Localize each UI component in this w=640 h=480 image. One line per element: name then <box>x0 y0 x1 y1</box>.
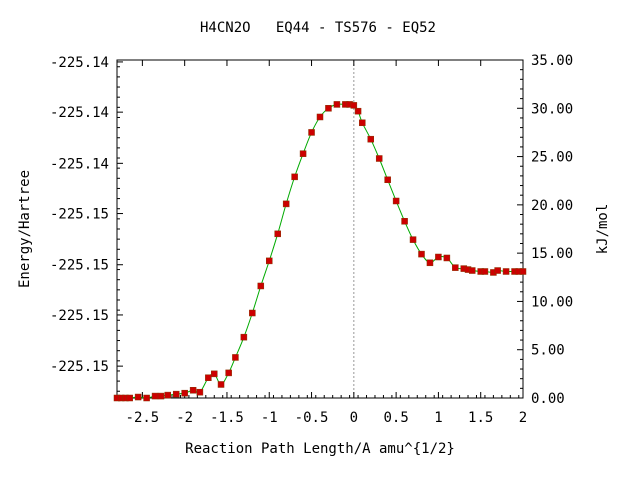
x-tick-label: 0.5 <box>383 410 408 426</box>
x-tick-label: -1 <box>261 410 278 426</box>
x-tick-label: 0 <box>350 410 358 426</box>
data-point <box>481 268 489 275</box>
series-markers <box>113 101 527 402</box>
y-right-tick-label: 10.00 <box>531 294 573 310</box>
y-right-tick-label: 30.00 <box>531 101 573 117</box>
data-point <box>435 253 442 261</box>
y-left-tick-label: -225.14 <box>50 156 109 172</box>
data-point <box>189 387 197 394</box>
data-point <box>172 390 180 398</box>
y-left-tick-label: -225.15 <box>50 359 109 375</box>
data-point <box>418 250 425 258</box>
data-point <box>443 254 451 262</box>
x-tick-label: 1.5 <box>468 410 493 426</box>
y-right-tick-label: 5.00 <box>531 343 565 359</box>
data-point <box>350 102 358 109</box>
data-point <box>217 381 225 388</box>
x-tick-label: -0.5 <box>295 410 329 426</box>
data-point <box>316 113 324 121</box>
data-point <box>469 267 476 274</box>
data-point <box>325 105 332 112</box>
data-point <box>225 369 232 377</box>
y-left-tick-label: -225.15 <box>50 308 109 324</box>
data-point <box>291 173 298 181</box>
y-right-tick-label: 0.00 <box>531 391 565 407</box>
data-point <box>257 282 265 290</box>
data-point <box>274 230 281 238</box>
data-point <box>134 393 142 401</box>
data-point <box>308 129 315 136</box>
data-point <box>249 309 256 317</box>
data-point <box>157 392 165 400</box>
y-axis-label-right: kJ/mol <box>595 204 611 255</box>
x-tick-label: 2 <box>519 410 527 426</box>
x-tick-label: 1 <box>434 410 442 426</box>
data-point <box>392 197 400 205</box>
data-point <box>164 391 171 399</box>
data-point <box>333 101 341 108</box>
data-point <box>126 394 133 402</box>
data-point <box>240 333 248 341</box>
data-point <box>205 374 212 381</box>
data-point <box>151 392 159 400</box>
series-line <box>117 103 523 399</box>
data-point <box>211 370 218 378</box>
y-axis-left: -225.14 -225.14 -225.14 -225.15 -225.15 -225.… <box>50 55 123 392</box>
x-axis: -2.5 -2 -1.5 -1 -0.5 0 0.5 1 1.5 2 <box>120 60 527 426</box>
data-point <box>375 155 383 162</box>
data-point <box>409 236 417 243</box>
data-point <box>359 119 366 127</box>
x-axis-label: Reaction Path Length/A amu^{1/2} <box>185 441 455 457</box>
data-point <box>282 200 290 208</box>
data-point <box>232 354 239 361</box>
y-right-tick-label: 15.00 <box>531 246 573 262</box>
y-axis-right: 0.00 5.00 10.00 15.00 20.00 25.00 30.00 35.00 <box>517 53 573 407</box>
x-tick-label: -2.5 <box>126 410 160 426</box>
data-point <box>143 394 150 402</box>
y-right-tick-label: 20.00 <box>531 198 573 214</box>
data-point <box>196 388 204 396</box>
y-left-tick-label: -225.15 <box>50 258 109 274</box>
data-point <box>519 268 527 275</box>
data-point <box>494 267 501 274</box>
data-point <box>299 150 307 157</box>
plot-border <box>116 59 524 399</box>
chart-title: H4CN2O EQ44 - TS576 - EQ52 <box>200 20 436 36</box>
x-tick-label: -1.5 <box>210 410 244 426</box>
data-point <box>452 264 459 271</box>
plot-frame <box>116 59 524 399</box>
y-left-tick-label: -225.15 <box>50 207 109 223</box>
y-right-tick-label: 25.00 <box>531 150 573 166</box>
y-left-tick-label: -225.14 <box>50 105 109 121</box>
data-point <box>426 259 434 267</box>
y-axis-label-left: Energy/Hartree <box>17 170 33 288</box>
data-point <box>181 389 188 397</box>
data-point <box>502 268 510 275</box>
data-point <box>266 257 273 265</box>
data-point <box>401 218 408 225</box>
y-left-tick-label: -225.14 <box>50 55 109 71</box>
x-tick-label: -2 <box>176 410 193 426</box>
data-point <box>367 135 374 143</box>
y-right-tick-label: 35.00 <box>531 53 573 69</box>
data-point <box>384 176 391 183</box>
data-point <box>354 107 362 115</box>
